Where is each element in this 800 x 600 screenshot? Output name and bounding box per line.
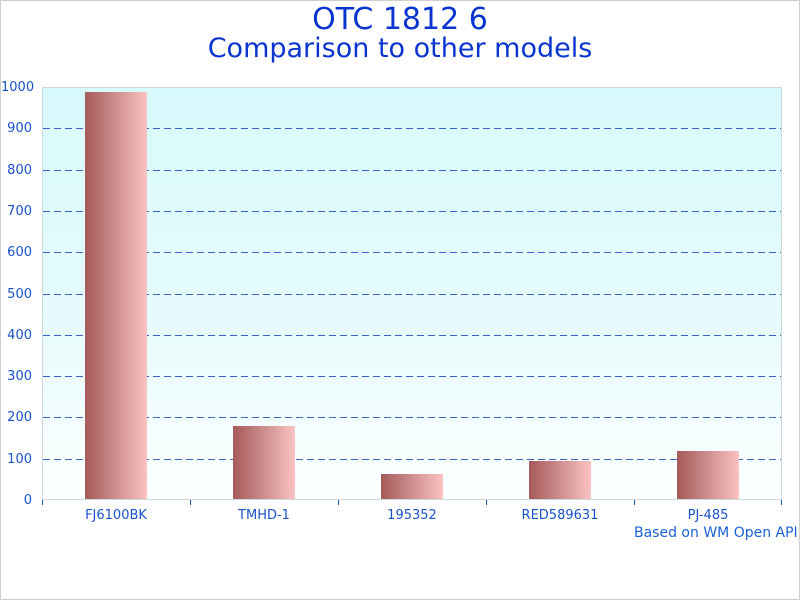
bar-FJ6100BK bbox=[85, 92, 147, 499]
gridline-100 bbox=[43, 459, 781, 460]
x-tick-mark-1 bbox=[190, 500, 191, 505]
x-tick-label-195352: 195352 bbox=[387, 508, 437, 523]
y-tick-label-600: 600 bbox=[7, 245, 32, 260]
x-tick-label-PJ-485: PJ-485 bbox=[687, 508, 729, 523]
x-tick-label-RED589631: RED589631 bbox=[521, 508, 599, 523]
x-tick-mark-4 bbox=[634, 500, 635, 505]
gridline-700 bbox=[43, 211, 781, 212]
x-tick-label-TMHD-1: TMHD-1 bbox=[238, 508, 290, 523]
bar-RED589631 bbox=[529, 461, 591, 499]
bar-TMHD-1 bbox=[233, 426, 295, 499]
gridline-900 bbox=[43, 128, 781, 129]
bar-195352 bbox=[381, 474, 443, 499]
y-tick-label-1000: 1000 bbox=[1, 80, 35, 95]
chart-subtitle: Comparison to other models bbox=[207, 33, 593, 64]
gridline-300 bbox=[43, 376, 781, 377]
x-tick-mark-0 bbox=[42, 500, 43, 505]
y-tick-label-700: 700 bbox=[7, 204, 32, 219]
gridline-200 bbox=[43, 417, 781, 418]
x-tick-mark-end bbox=[781, 500, 782, 505]
chart-title: OTC 1812 6 bbox=[312, 2, 488, 37]
y-tick-label-900: 900 bbox=[7, 121, 32, 136]
y-tick-label-0: 0 bbox=[23, 493, 32, 508]
footer-note: Based on WM Open API bbox=[634, 525, 798, 541]
gridline-500 bbox=[43, 294, 781, 295]
x-tick-mark-2 bbox=[338, 500, 339, 505]
y-tick-label-800: 800 bbox=[7, 163, 32, 178]
x-tick-label-FJ6100BK: FJ6100BK bbox=[85, 508, 147, 523]
plot-area bbox=[42, 87, 782, 500]
y-tick-label-400: 400 bbox=[7, 328, 32, 343]
x-tick-mark-3 bbox=[486, 500, 487, 505]
y-tick-label-100: 100 bbox=[7, 452, 32, 467]
bar-PJ-485 bbox=[677, 451, 739, 499]
y-tick-label-500: 500 bbox=[7, 287, 32, 302]
gridline-600 bbox=[43, 252, 781, 253]
gridline-400 bbox=[43, 335, 781, 336]
y-tick-label-200: 200 bbox=[7, 410, 32, 425]
y-tick-label-300: 300 bbox=[7, 369, 32, 384]
gridline-800 bbox=[43, 170, 781, 171]
